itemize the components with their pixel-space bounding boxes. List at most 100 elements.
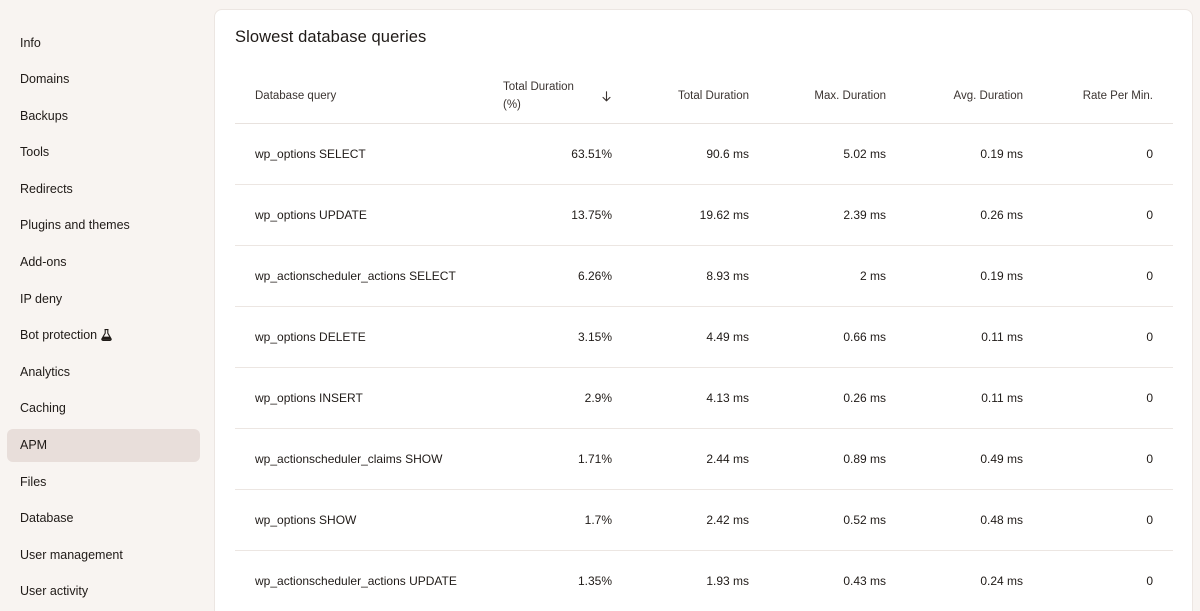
cell-max: 0.66 ms (843, 330, 886, 344)
sidebar-item-domains[interactable]: Domains (7, 63, 200, 96)
cell-total-pct: 1.7% (584, 513, 612, 527)
table-body: wp_options SELECT 63.51% 90.6 ms 5.02 ms… (235, 124, 1173, 611)
sidebar-item-label: User management (20, 547, 123, 562)
slowest-queries-card: Slowest database queries Database query … (214, 9, 1193, 611)
cell-rate: 0 (1146, 330, 1153, 344)
cell-query: wp_actionscheduler_actions UPDATE (255, 574, 457, 588)
cell-query: wp_actionscheduler_claims SHOW (255, 452, 443, 466)
sidebar-item-ip-deny[interactable]: IP deny (7, 282, 200, 315)
cell-total: 2.44 ms (706, 452, 749, 466)
cell-total-pct: 1.71% (577, 452, 612, 466)
cell-avg: 0.48 ms (980, 513, 1023, 527)
sidebar-item-label: Caching (20, 401, 66, 416)
cell-avg: 0.19 ms (980, 147, 1023, 161)
sidebar-item-label: Files (20, 474, 47, 489)
cell-rate: 0 (1146, 513, 1153, 527)
cell-query: wp_options UPDATE (255, 208, 367, 222)
table-row: wp_actionscheduler_actions SELECT 6.26% … (235, 246, 1173, 307)
sidebar-item-user-activity[interactable]: User activity (7, 575, 200, 608)
cell-max: 0.43 ms (843, 574, 886, 588)
sidebar-item-label: Bot protection (20, 328, 98, 343)
header-label: Max. Duration (814, 90, 886, 102)
header-avg-duration[interactable]: Avg. Duration (915, 68, 1023, 124)
flask-icon (101, 329, 112, 342)
sidebar-item-label: User activity (20, 584, 89, 599)
sidebar-item-files[interactable]: Files (7, 465, 200, 498)
cell-avg: 0.19 ms (980, 269, 1023, 283)
cell-max: 5.02 ms (843, 147, 886, 161)
sidebar-item-label: IP deny (20, 291, 63, 306)
sidebar-item-caching[interactable]: Caching (7, 392, 200, 425)
sidebar-item-plugins-and-themes[interactable]: Plugins and themes (7, 209, 200, 242)
cell-max: 0.52 ms (843, 513, 886, 527)
sidebar-item-label: Plugins and themes (20, 218, 130, 233)
cell-rate: 0 (1146, 452, 1153, 466)
cell-avg: 0.26 ms (980, 208, 1023, 222)
sidebar: Info Domains Backups Tools Redirects Plu… (0, 0, 213, 611)
cell-total: 4.13 ms (706, 391, 749, 405)
sidebar-item-bot-protection[interactable]: Bot protection (7, 319, 200, 352)
sidebar-item-redirects[interactable]: Redirects (7, 172, 200, 205)
header-total-duration-pct[interactable]: Total Duration (%) (503, 68, 612, 124)
cell-total: 2.42 ms (706, 513, 749, 527)
header-max-duration[interactable]: Max. Duration (775, 68, 886, 124)
cell-total-pct: 2.9% (584, 391, 612, 405)
cell-total: 4.49 ms (706, 330, 749, 344)
sidebar-item-user-management[interactable]: User management (7, 538, 200, 571)
cell-total-pct: 3.15% (577, 330, 612, 344)
header-database-query[interactable]: Database query (255, 68, 505, 124)
cell-rate: 0 (1146, 147, 1153, 161)
table-row: wp_options SHOW 1.7% 2.42 ms 0.52 ms 0.4… (235, 490, 1173, 551)
cell-total: 8.93 ms (706, 269, 749, 283)
cell-max: 2 ms (859, 269, 886, 283)
cell-query: wp_options INSERT (255, 391, 363, 405)
cell-avg: 0.49 ms (980, 452, 1023, 466)
table-row: wp_options DELETE 3.15% 4.49 ms 0.66 ms … (235, 307, 1173, 368)
arrow-down-icon[interactable] (602, 68, 611, 124)
sidebar-item-label: Analytics (20, 364, 71, 379)
queries-table: Database query Total Duration (%) Total … (235, 68, 1173, 611)
cell-query: wp_options SHOW (255, 513, 357, 527)
sidebar-nav: Info Domains Backups Tools Redirects Plu… (7, 26, 200, 611)
sidebar-item-label: Domains (20, 72, 70, 87)
sidebar-item-database[interactable]: Database (7, 502, 200, 535)
table-header: Database query Total Duration (%) Total … (235, 68, 1173, 124)
sidebar-item-label: Backups (20, 108, 68, 123)
header-label: Database query (255, 90, 337, 102)
header-rate-per-min[interactable]: Rate Per Min. (1035, 68, 1153, 124)
cell-total: 90.6 ms (706, 147, 749, 161)
cell-rate: 0 (1146, 269, 1153, 283)
table-row: wp_options INSERT 2.9% 4.13 ms 0.26 ms 0… (235, 368, 1173, 429)
sidebar-item-label: Tools (20, 145, 50, 160)
header-label: Avg. Duration (953, 90, 1023, 102)
cell-total-pct: 1.35% (577, 574, 612, 588)
cell-max: 2.39 ms (843, 208, 886, 222)
header-label: Rate Per Min. (1082, 90, 1153, 102)
cell-total-pct: 6.26% (577, 269, 612, 283)
cell-total-pct: 63.51% (571, 147, 612, 161)
cell-query: wp_options SELECT (255, 147, 366, 161)
sidebar-item-label: Add-ons (20, 255, 67, 270)
cell-total: 19.62 ms (699, 208, 749, 222)
sidebar-item-add-ons[interactable]: Add-ons (7, 246, 200, 279)
cell-rate: 0 (1146, 574, 1153, 588)
cell-avg: 0.24 ms (980, 574, 1023, 588)
header-label: Total Duration (%) (503, 78, 574, 114)
header-total-duration[interactable]: Total Duration (635, 68, 749, 124)
cell-total: 1.93 ms (706, 574, 749, 588)
cell-rate: 0 (1146, 391, 1153, 405)
sidebar-item-tools[interactable]: Tools (7, 136, 200, 169)
sidebar-item-analytics[interactable]: Analytics (7, 355, 200, 388)
sidebar-item-apm[interactable]: APM (7, 428, 200, 462)
header-label-line1: Total Duration (503, 81, 574, 93)
sidebar-item-label: Database (20, 511, 74, 526)
cell-max: 0.26 ms (843, 391, 886, 405)
table-row: wp_options UPDATE 13.75% 19.62 ms 2.39 m… (235, 185, 1173, 246)
header-label-line2: (%) (503, 99, 521, 111)
sidebar-item-info[interactable]: Info (7, 26, 200, 59)
table-row: wp_actionscheduler_claims SHOW 1.71% 2.4… (235, 429, 1173, 490)
sidebar-item-backups[interactable]: Backups (7, 99, 200, 132)
cell-query: wp_options DELETE (255, 330, 366, 344)
table-row: wp_actionscheduler_actions UPDATE 1.35% … (235, 551, 1173, 611)
